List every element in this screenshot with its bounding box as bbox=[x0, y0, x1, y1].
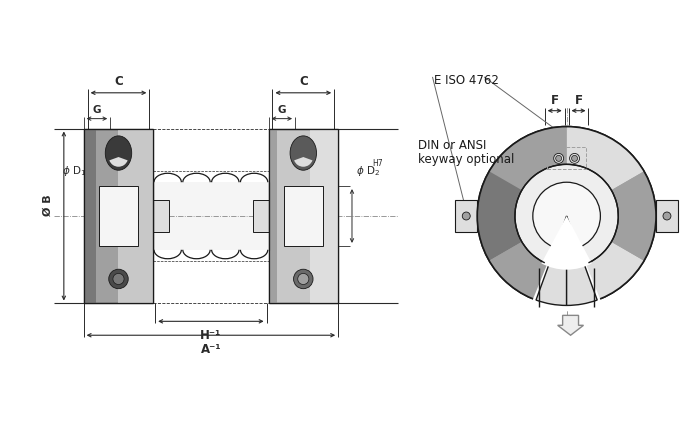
Wedge shape bbox=[489, 217, 566, 306]
Bar bbox=[84, 129, 153, 304]
Bar bbox=[253, 201, 269, 232]
Ellipse shape bbox=[293, 270, 313, 289]
Wedge shape bbox=[566, 172, 656, 261]
Circle shape bbox=[554, 154, 564, 164]
Wedge shape bbox=[489, 127, 566, 217]
Bar bbox=[153, 183, 269, 250]
Text: C: C bbox=[299, 75, 308, 88]
Circle shape bbox=[515, 165, 618, 268]
Bar bbox=[284, 187, 323, 246]
Bar bbox=[84, 129, 96, 304]
Wedge shape bbox=[566, 127, 644, 217]
Ellipse shape bbox=[105, 137, 132, 171]
Bar bbox=[547, 148, 587, 170]
Text: A⁻¹: A⁻¹ bbox=[201, 342, 221, 355]
Text: keyway optional: keyway optional bbox=[418, 152, 514, 165]
Text: H⁻¹: H⁻¹ bbox=[200, 329, 221, 342]
Wedge shape bbox=[294, 158, 312, 168]
Circle shape bbox=[556, 156, 561, 162]
Wedge shape bbox=[566, 217, 597, 306]
Text: Ø B: Ø B bbox=[43, 194, 53, 215]
Text: F: F bbox=[551, 93, 559, 106]
Wedge shape bbox=[477, 172, 566, 261]
Text: H7: H7 bbox=[372, 158, 382, 168]
FancyArrow shape bbox=[558, 316, 584, 335]
Circle shape bbox=[477, 127, 656, 306]
Wedge shape bbox=[541, 217, 592, 270]
Text: C: C bbox=[114, 75, 123, 88]
Bar bbox=[269, 129, 338, 304]
Circle shape bbox=[663, 213, 671, 220]
Bar bbox=[656, 201, 678, 232]
Bar bbox=[269, 129, 277, 304]
Bar bbox=[269, 129, 338, 304]
Circle shape bbox=[570, 154, 580, 164]
Bar bbox=[118, 129, 153, 304]
Bar bbox=[99, 187, 138, 246]
Bar bbox=[84, 129, 153, 304]
Text: G: G bbox=[277, 105, 286, 115]
Wedge shape bbox=[536, 217, 566, 306]
Text: E ISO 4762: E ISO 4762 bbox=[435, 74, 499, 87]
Bar bbox=[455, 201, 477, 232]
Bar bbox=[153, 201, 169, 232]
Ellipse shape bbox=[113, 274, 124, 285]
Circle shape bbox=[462, 213, 470, 220]
Text: H7: H7 bbox=[92, 158, 102, 168]
Text: F: F bbox=[575, 93, 582, 106]
Wedge shape bbox=[566, 217, 644, 306]
Text: $\phi$ D$_1$: $\phi$ D$_1$ bbox=[62, 164, 87, 178]
Ellipse shape bbox=[108, 270, 128, 289]
Ellipse shape bbox=[298, 274, 309, 285]
Circle shape bbox=[533, 183, 601, 250]
Text: G: G bbox=[92, 105, 102, 115]
Text: $\phi$ D$_2$: $\phi$ D$_2$ bbox=[356, 164, 380, 178]
Bar bbox=[310, 129, 338, 304]
Wedge shape bbox=[109, 158, 127, 168]
Wedge shape bbox=[531, 217, 602, 311]
Circle shape bbox=[572, 156, 578, 162]
Ellipse shape bbox=[290, 137, 316, 171]
Text: DIN or ANSI: DIN or ANSI bbox=[418, 138, 486, 151]
